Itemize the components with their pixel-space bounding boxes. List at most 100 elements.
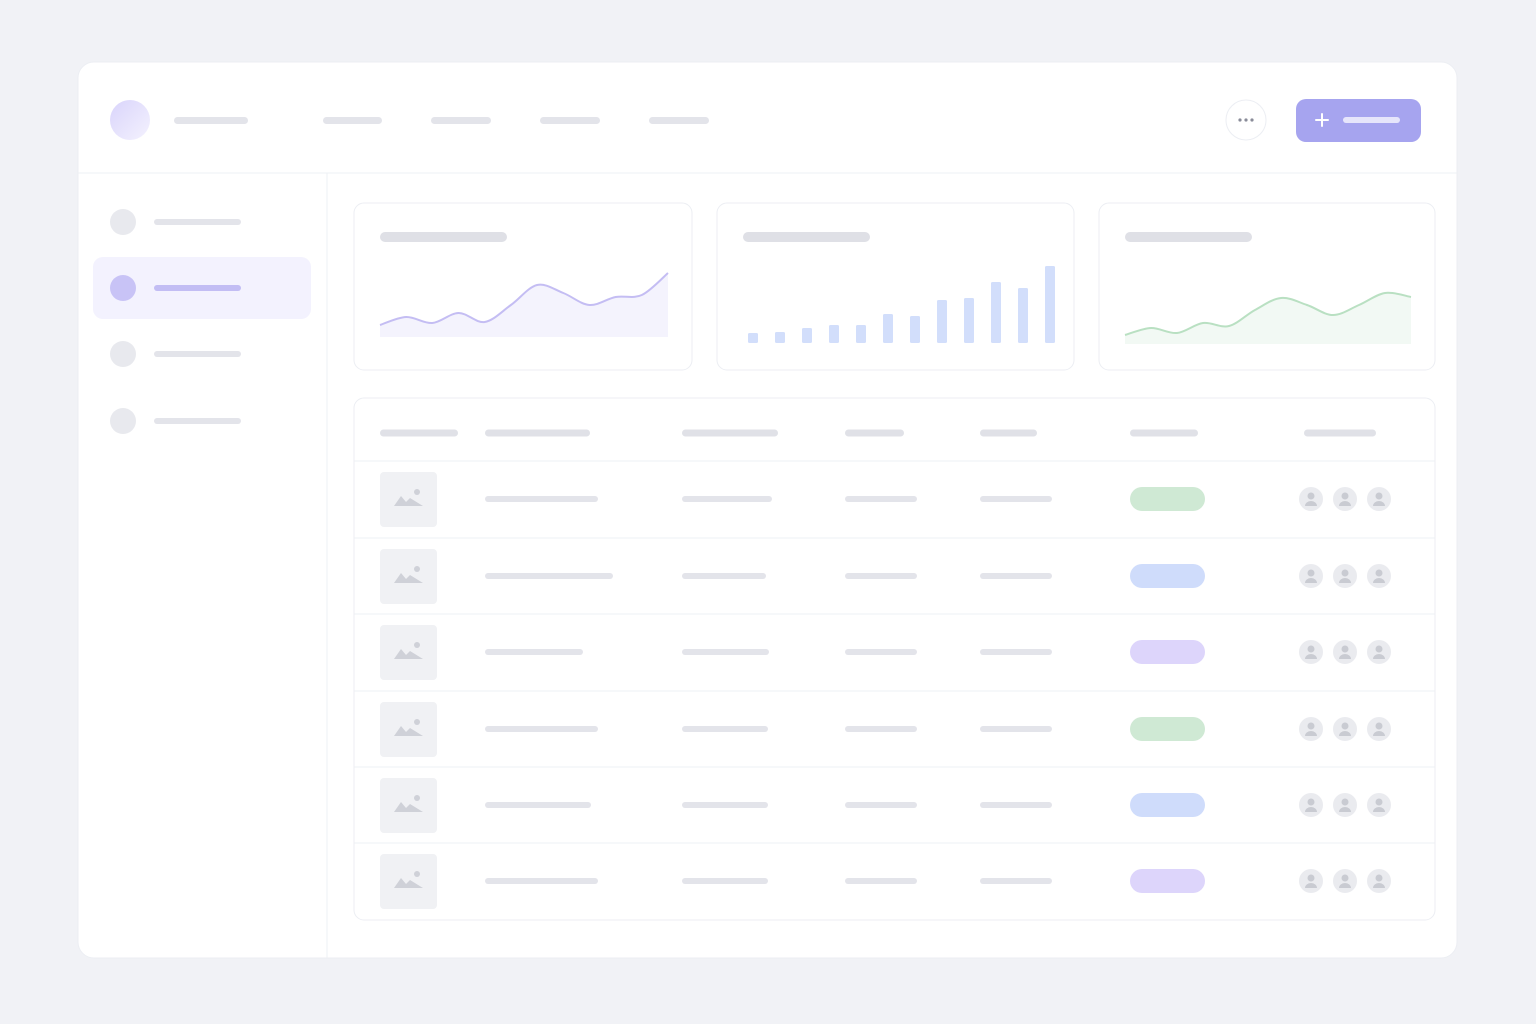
avatar-body (1305, 807, 1317, 812)
cell-placeholder (845, 726, 917, 732)
sidebar-label (154, 418, 241, 424)
nav-item[interactable] (431, 117, 491, 124)
image-icon-sun (414, 489, 420, 495)
avatar-head (1307, 722, 1315, 730)
avatar-body (1339, 807, 1351, 812)
sidebar-item[interactable] (110, 341, 241, 367)
table-row[interactable] (380, 625, 1393, 680)
image-icon (394, 802, 423, 812)
column-header-placeholder (1130, 429, 1198, 437)
line (1124, 291, 1412, 336)
column-header-placeholder (1304, 429, 1376, 437)
nav-item[interactable] (323, 117, 382, 124)
status-tag (1130, 717, 1205, 741)
bar (964, 298, 974, 343)
widget-card[interactable] (1098, 202, 1436, 371)
avatar-head (1341, 874, 1349, 882)
cell-placeholder (682, 878, 768, 884)
bar (802, 328, 812, 343)
status-tag (1130, 793, 1205, 817)
avatar-body (1373, 578, 1385, 583)
sidebar-icon (110, 209, 136, 235)
image-icon (394, 573, 423, 583)
avatar-body (1373, 807, 1385, 812)
sidebar-label (154, 351, 241, 357)
bar (1018, 288, 1028, 343)
cell-placeholder (845, 496, 917, 502)
card-title-placeholder (743, 232, 870, 242)
logo[interactable] (110, 100, 150, 140)
table-body (354, 429, 1435, 909)
bar (856, 325, 866, 343)
plus-icon (1315, 113, 1329, 127)
cell-placeholder (682, 573, 766, 579)
avatar-body (1339, 731, 1351, 736)
card-bg (716, 202, 1075, 371)
table-row[interactable] (380, 472, 1393, 527)
column-header-placeholder (682, 429, 778, 437)
cell-placeholder (485, 802, 591, 808)
image-icon-sun (414, 795, 420, 801)
sidebar-icon (110, 341, 136, 367)
avatar-head (1341, 645, 1349, 653)
bar (937, 300, 947, 343)
avatar-head (1341, 798, 1349, 806)
sidebar-label (154, 219, 241, 225)
cell-placeholder (485, 649, 583, 655)
image-icon (394, 496, 423, 506)
avatar-body (1305, 883, 1317, 888)
image-icon (394, 878, 423, 888)
avatar-body (1305, 654, 1317, 659)
avatar-head (1375, 722, 1383, 730)
bar (829, 325, 839, 343)
table-row[interactable] (380, 549, 1393, 604)
avatar-head (1341, 492, 1349, 500)
column-header-placeholder (485, 429, 590, 437)
sidebar-item[interactable] (110, 275, 241, 301)
avatar-head (1375, 569, 1383, 577)
avatar-head (1341, 569, 1349, 577)
image-icon-sun (414, 566, 420, 572)
avatar-head (1307, 569, 1315, 577)
cell-placeholder (980, 496, 1052, 502)
cell-placeholder (485, 878, 598, 884)
bar (748, 333, 758, 343)
bar (883, 314, 893, 343)
card-title-placeholder (1125, 232, 1252, 242)
cell-placeholder (485, 726, 598, 732)
image-icon (394, 649, 423, 659)
nav-item[interactable] (540, 117, 600, 124)
cell-placeholder (980, 878, 1052, 884)
cell-placeholder (845, 573, 917, 579)
sidebar-icon (110, 275, 136, 301)
table-row[interactable] (380, 778, 1393, 833)
button-label-placeholder (1343, 117, 1400, 123)
column-header-placeholder (980, 429, 1037, 437)
table-row[interactable] (380, 702, 1393, 757)
table-row[interactable] (380, 854, 1393, 909)
avatar-body (1373, 654, 1385, 659)
widget-card[interactable] (353, 202, 693, 371)
column-header-placeholder (845, 429, 904, 437)
widget-card[interactable] (716, 202, 1075, 371)
cell-placeholder (682, 802, 768, 808)
dot (1238, 118, 1242, 122)
image-icon-sun (414, 719, 420, 725)
sidebar-label (154, 285, 241, 291)
cell-placeholder (682, 726, 768, 732)
image-icon-sun (414, 871, 420, 877)
sidebar-item[interactable] (110, 209, 241, 235)
cell-placeholder (980, 573, 1052, 579)
bar (910, 316, 920, 343)
status-tag (1130, 640, 1205, 664)
cell-placeholder (845, 649, 917, 655)
status-tag (1130, 564, 1205, 588)
cell-placeholder (682, 649, 769, 655)
image-icon-sun (414, 642, 420, 648)
nav-item[interactable] (649, 117, 709, 124)
avatar-head (1375, 492, 1383, 500)
add-button[interactable] (1296, 99, 1421, 142)
sidebar-item[interactable] (110, 408, 241, 434)
more-button[interactable] (1225, 99, 1267, 141)
